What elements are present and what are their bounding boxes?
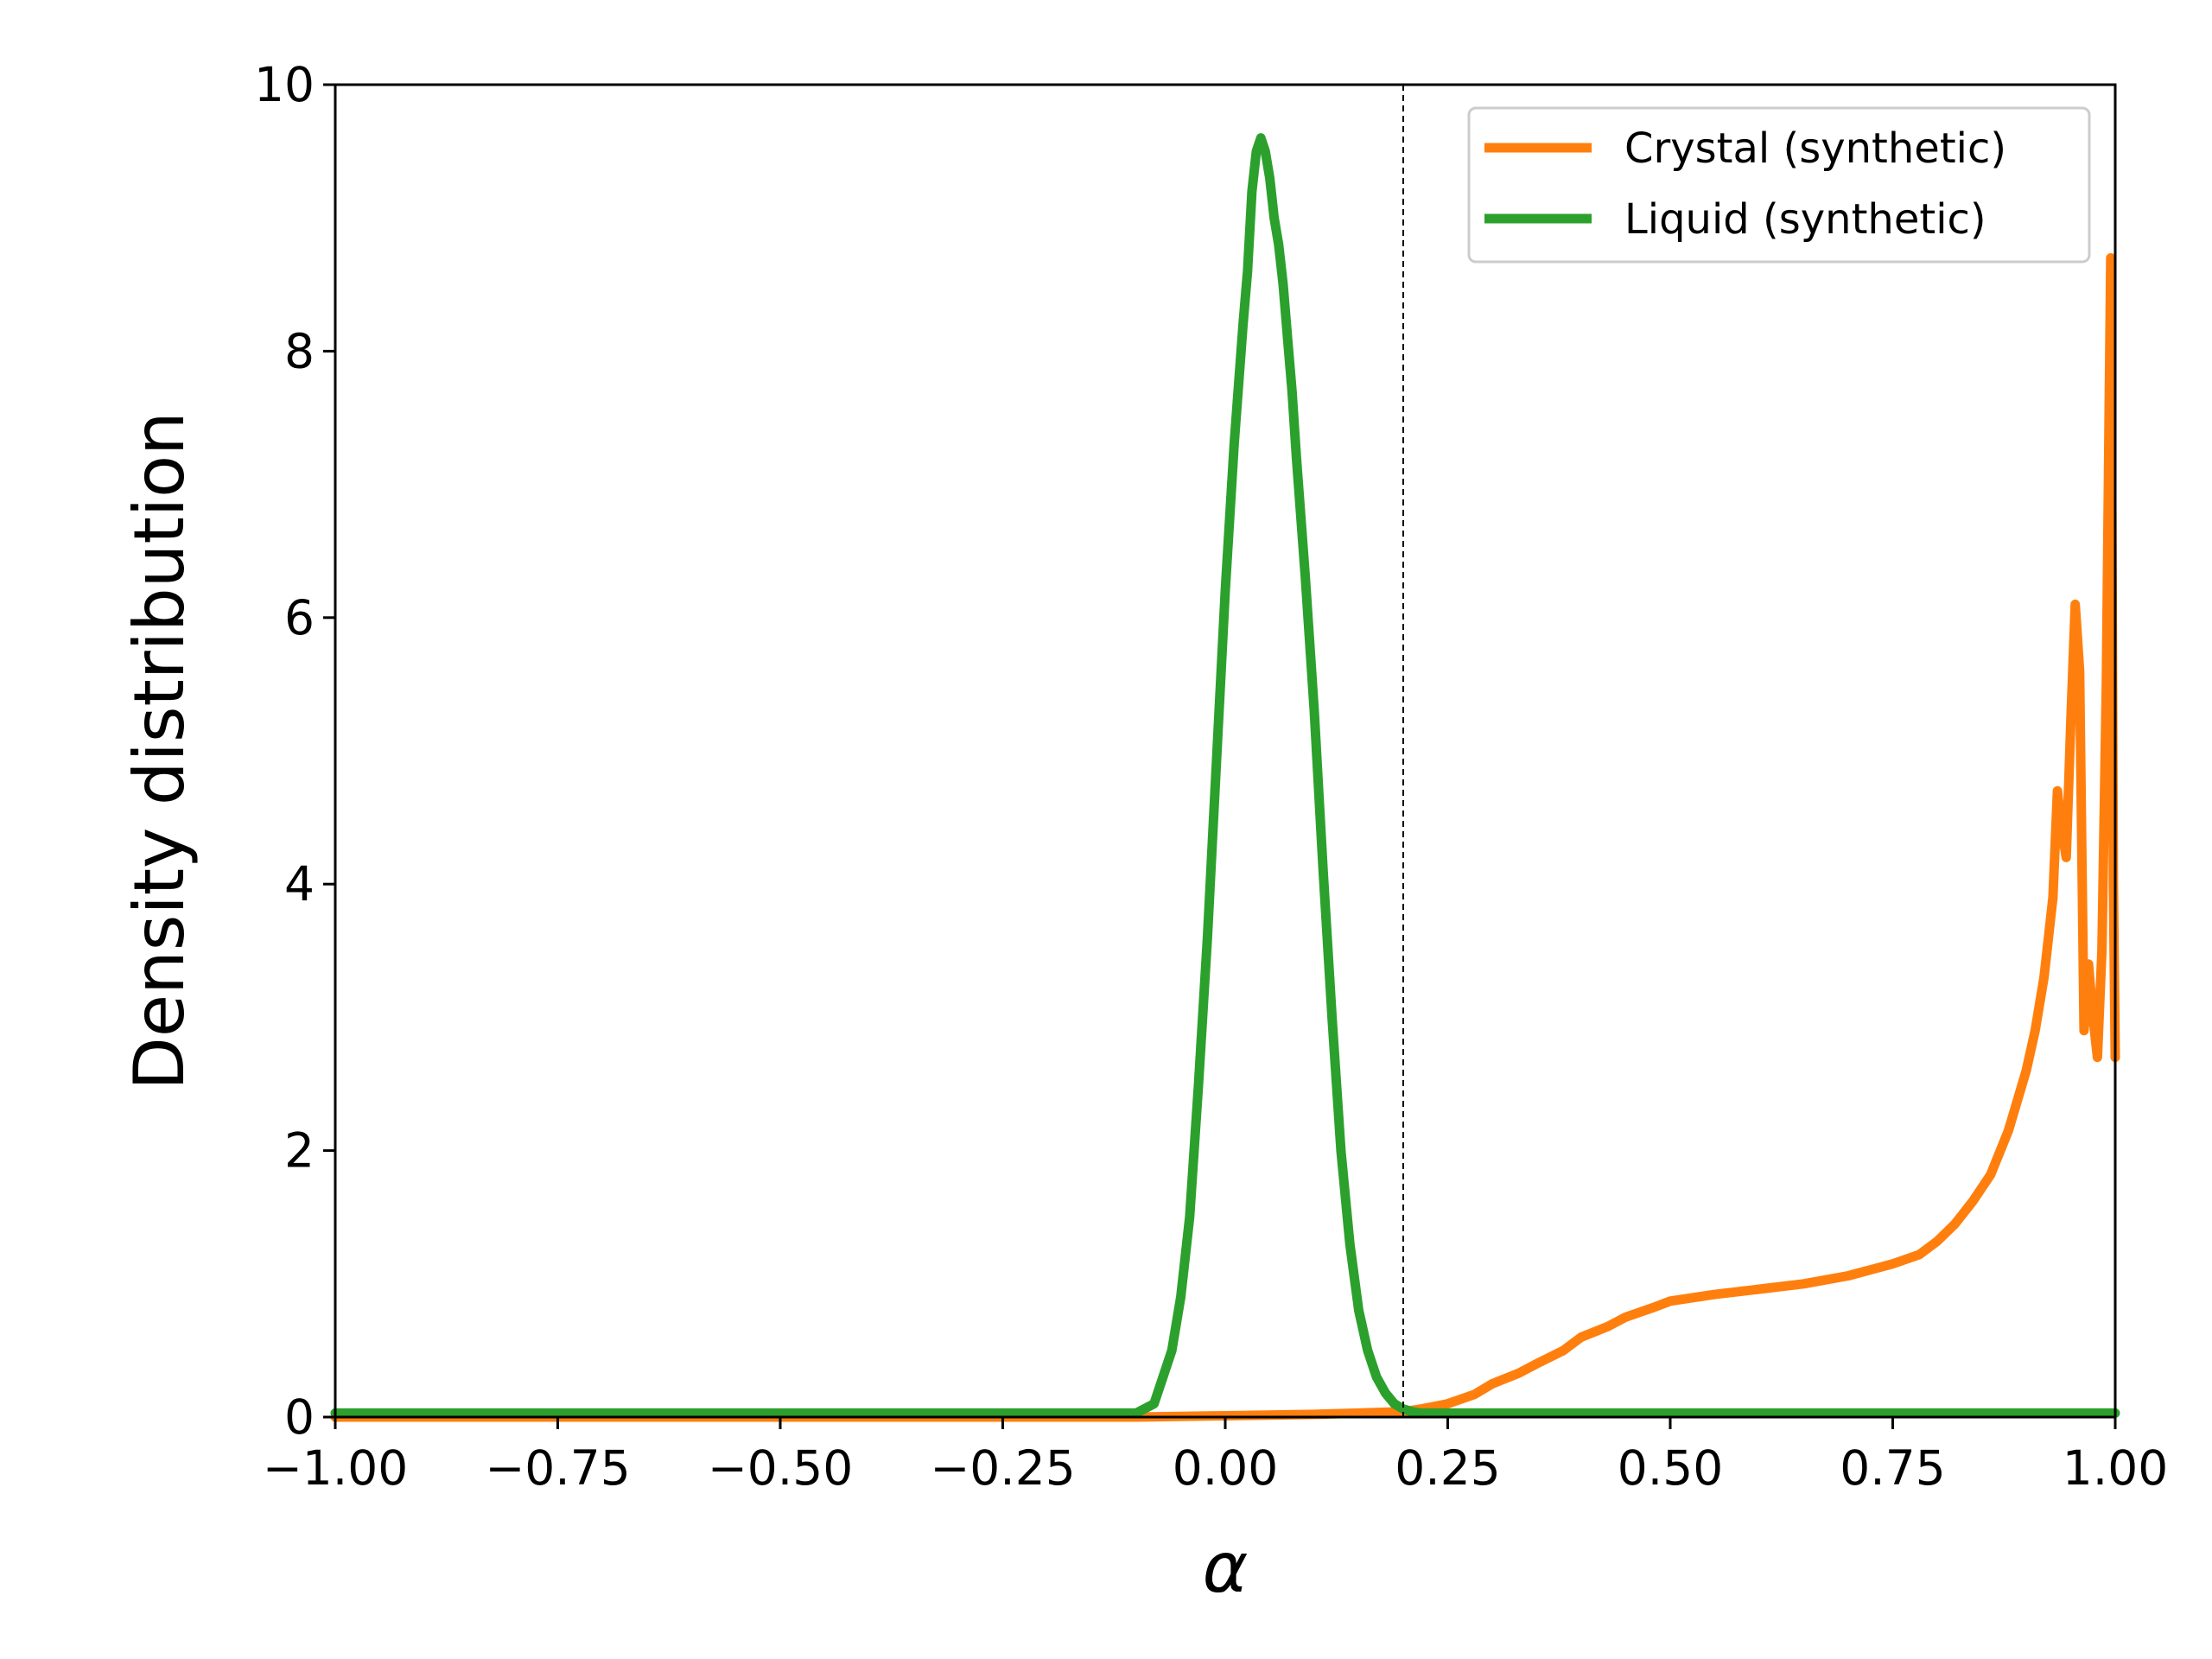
x-tick-label: −1.00 <box>263 1440 409 1496</box>
y-tick-label: 6 <box>284 590 315 645</box>
x-axis: −1.00 −0.75 −0.50 −0.25 0.00 0.25 0.50 0.75 1.00 <box>263 1417 2168 1496</box>
x-tick-label: −0.50 <box>708 1440 854 1496</box>
y-tick-label: 2 <box>284 1123 315 1179</box>
legend: Crystal (synthetic) Liquid (synthetic) <box>1467 106 2091 264</box>
series-layer <box>330 133 2120 1422</box>
x-tick-label: 0.50 <box>1618 1440 1723 1496</box>
y-tick-label: 4 <box>284 856 315 912</box>
plot-area <box>330 83 2120 1422</box>
x-tick-label: 0.25 <box>1395 1440 1500 1496</box>
legend-entry: Crystal (synthetic) <box>1624 124 2006 173</box>
series-line-crystal <box>330 253 2120 1422</box>
x-tick-label: 0.75 <box>1840 1440 1945 1496</box>
y-tick-label: 0 <box>284 1389 315 1445</box>
y-axis-label: Density distribution <box>119 411 200 1090</box>
y-axis: 0 2 4 6 8 10 <box>254 57 335 1445</box>
x-tick-label: 0.00 <box>1173 1440 1278 1496</box>
x-tick-label: −0.25 <box>930 1440 1076 1496</box>
legend-box <box>1467 106 2091 264</box>
legend-entry: Liquid (synthetic) <box>1624 195 1986 244</box>
x-tick-label: −0.75 <box>485 1440 631 1496</box>
x-axis-label: α <box>1203 1528 1249 1608</box>
y-tick-label: 8 <box>284 323 315 378</box>
axes-frame <box>334 83 2117 1419</box>
x-tick-label: 1.00 <box>2063 1440 2168 1496</box>
y-tick-label: 10 <box>254 57 315 112</box>
series-line-liquid <box>330 133 2120 1418</box>
